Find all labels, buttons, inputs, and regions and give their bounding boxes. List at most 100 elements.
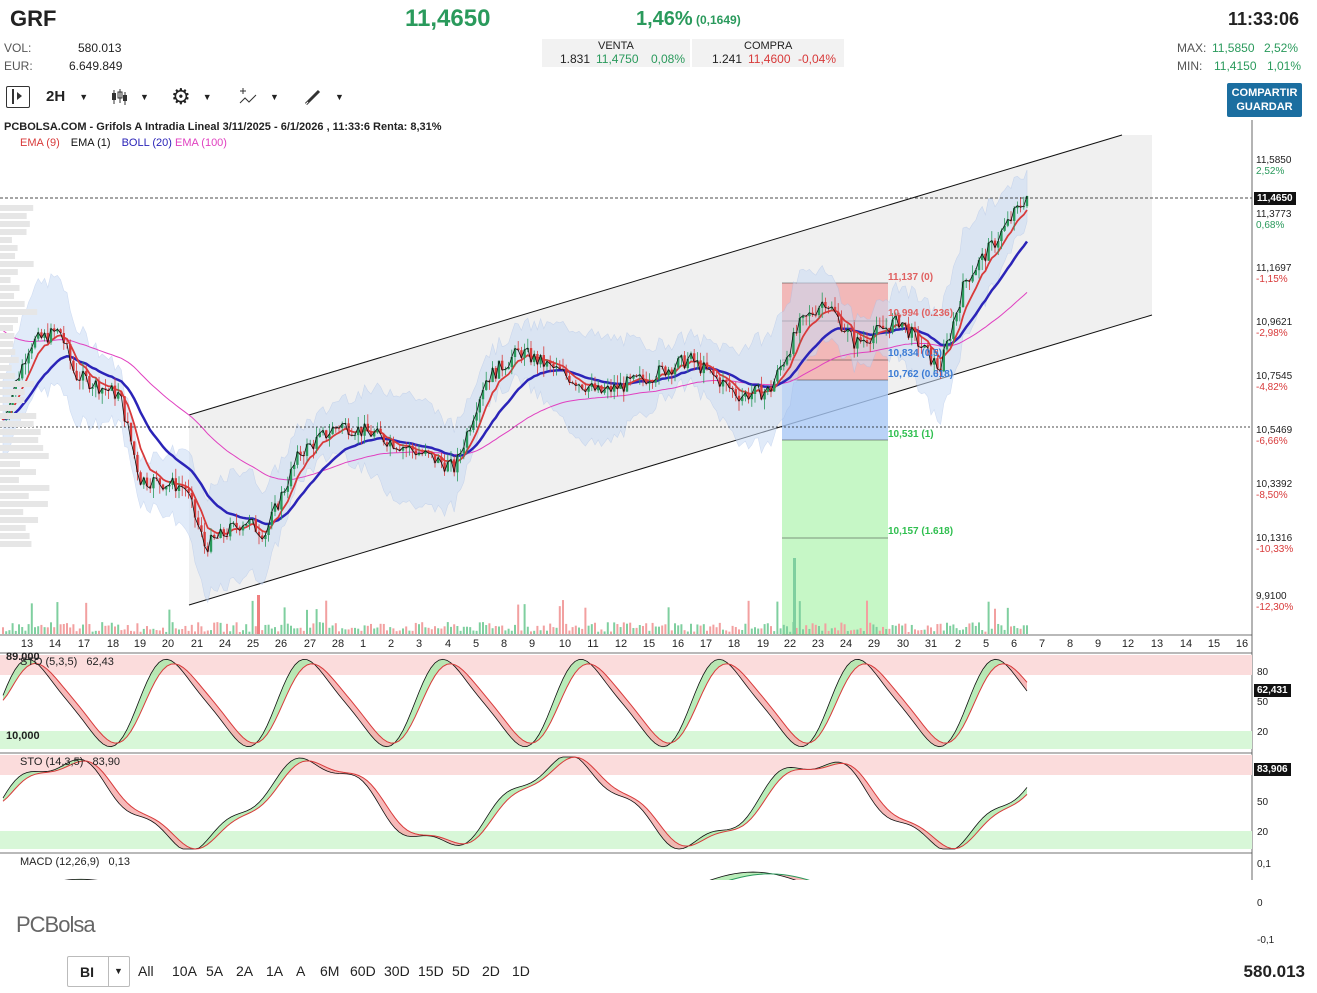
candle-body [245,523,248,526]
sto2-fill [539,773,543,782]
sto1-fill [379,735,383,746]
volume-bar [21,627,24,634]
share-save-button[interactable]: COMPARTIR GUARDAR [1227,83,1302,117]
candle-body [597,385,600,391]
x-axis-tick: 29 [867,638,881,650]
sto1-fill [775,712,779,727]
candle-body [776,370,779,382]
volume-bar [712,624,715,634]
price-axis-label: 11,5850 2,52% [1256,155,1292,177]
panel-toggle-button[interactable] [6,86,30,108]
candle-body [1,418,5,420]
candlestick-icon [112,89,127,105]
volume-bar [174,628,177,634]
range-button-10a[interactable]: 10A [172,963,197,979]
sto1-fill [567,665,571,687]
volume-bar [686,631,689,634]
sto2-fill [479,823,483,836]
volume-bar [210,630,212,634]
sto1-fill [83,711,87,726]
legend-ema1[interactable]: EMA (1) [70,137,111,149]
volume-bar [251,600,254,634]
candle-body [168,484,171,487]
sto2-fill [411,832,415,837]
range-button-a[interactable]: A [296,963,306,979]
volume-bar [146,626,148,634]
volume-bar [98,630,100,634]
volume-bar [165,631,168,634]
sto1-fill [275,696,279,721]
sto1-fill [783,722,787,738]
range-button-2a[interactable]: 2A [236,963,254,979]
sto1-fill [883,675,887,689]
sto1-fill [815,727,819,740]
range-button-all[interactable]: All [138,963,154,979]
volume-profile-bar [0,541,32,547]
legend-ema9[interactable]: EMA (9) [20,137,60,149]
volume-bar [373,628,376,634]
volume-bar [123,629,126,634]
range-button-15d[interactable]: 15D [418,963,444,979]
sto1-fill [843,665,847,688]
x-axis-tick: 13 [1150,638,1164,650]
volume-bar [706,630,708,634]
candle-body [625,376,629,392]
candle-body [267,525,270,536]
x-axis-tick: 17 [77,638,91,650]
sto1-fill [519,737,523,747]
candle-body [401,447,405,451]
candle-body [62,333,65,344]
sto2-fill [135,809,139,817]
sto2-fill [999,805,1003,813]
sto1-fill [847,661,851,681]
ticker-symbol: GRF [10,6,57,31]
chart-type-select[interactable]: ▼ [110,87,149,107]
volume-bar [549,623,552,634]
sto1-fill [743,673,747,687]
candle-body [622,383,625,392]
range-button-5d[interactable]: 5D [452,963,470,979]
range-button-6m[interactable]: 6M [320,963,340,979]
candle-body [241,525,245,531]
volume-bar [414,622,417,634]
range-button-1a[interactable]: 1A [266,963,284,979]
range-button-60d[interactable]: 60D [350,963,376,979]
legend-ema100[interactable]: EMA (100) [175,137,227,149]
interval-select[interactable]: 2H ▼ [46,88,88,105]
sto1-fill [227,718,231,734]
mode-select[interactable]: BI ▼ [67,956,130,987]
sto2-fill [883,804,887,817]
candle-body [433,454,437,463]
mode-value: BI [80,964,94,980]
volume-bar [328,627,331,634]
candle-body [1022,206,1025,208]
legend-boll[interactable]: BOLL (20) [121,137,172,149]
volume-bar [235,622,238,634]
config-button[interactable]: CONFG. [3,956,62,987]
volume-bar [59,624,62,634]
price-chart[interactable] [0,120,1317,880]
price-axis-label: 11,3773 0,68% [1256,209,1292,231]
range-button-5a[interactable]: 5A [206,963,224,979]
settings-select[interactable]: ⚙ ▼ [171,86,212,108]
volume-bar [274,627,276,634]
candle-body [638,374,641,377]
candle-body [683,355,686,369]
volume-profile-bar [0,365,12,371]
volume-bar [632,628,635,634]
candle-body [1006,219,1009,226]
sto1-fill [915,714,919,730]
range-button-2d[interactable]: 2D [482,963,500,979]
indicators-select[interactable]: ▼ [238,87,279,107]
range-button-30d[interactable]: 30D [384,963,410,979]
sto1-value: 62,43 [86,656,114,668]
candle-body [568,375,571,383]
sto1-fill [339,686,343,700]
candle-body [510,357,513,368]
x-axis-tick: 18 [106,638,120,650]
volume-bar [610,631,612,634]
sto1-fill [335,681,339,695]
range-button-1d[interactable]: 1D [512,963,530,979]
volume-bar [523,604,526,634]
draw-tools-select[interactable]: ▼ [303,87,344,107]
